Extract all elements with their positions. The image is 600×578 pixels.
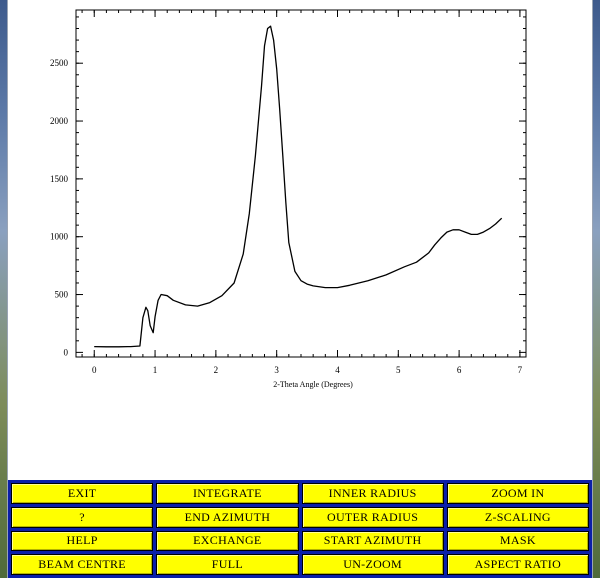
z-scaling-button[interactable]: Z-SCALING: [446, 506, 589, 528]
plot-frame: [75, 9, 527, 358]
zoom-in-button[interactable]: ZOOM IN: [446, 483, 589, 504]
x-tick-label: 7: [518, 365, 523, 375]
y-tick-label: 1000: [50, 232, 69, 242]
x-tick-label: 2: [214, 365, 219, 375]
x-tick-label: 6: [457, 365, 462, 375]
y-tick-label: 500: [55, 290, 69, 300]
button-panel: EXIT INTEGRATE INNER RADIUS ZOOM IN ? EN…: [8, 480, 592, 578]
outer-radius-button[interactable]: OUTER RADIUS: [301, 506, 444, 528]
y-tick-label: 0: [64, 347, 69, 357]
y-tick-label: 1500: [50, 174, 69, 184]
x-tick-label: 0: [92, 365, 97, 375]
mask-button[interactable]: MASK: [446, 530, 589, 552]
y-tick-label: 2000: [50, 116, 69, 126]
x-tick-label: 5: [396, 365, 401, 375]
data-series-line: [94, 25, 503, 348]
end-azimuth-button[interactable]: END AZIMUTH: [156, 506, 299, 528]
aspect-ratio-button[interactable]: ASPECT RATIO: [446, 554, 589, 575]
x-tick-label: 1: [153, 365, 158, 375]
x-tick-label: 4: [335, 365, 340, 375]
inner-radius-button[interactable]: INNER RADIUS: [301, 483, 444, 504]
help-button[interactable]: HELP: [11, 530, 154, 552]
exit-button[interactable]: EXIT: [11, 483, 154, 504]
full-button[interactable]: FULL: [156, 554, 299, 575]
y-tick-label: 2500: [50, 58, 69, 68]
question-button[interactable]: ?: [11, 506, 154, 528]
beam-centre-button[interactable]: BEAM CENTRE: [11, 554, 154, 575]
start-azimuth-button[interactable]: START AZIMUTH: [301, 530, 444, 552]
exchange-button[interactable]: EXCHANGE: [156, 530, 299, 552]
x-axis-label: 2-Theta Angle (Degrees): [273, 380, 353, 389]
plot-window: 0 1 2 3 4 5 6 7 0 500 1000 1500 2000 2500 2-Theta Angl…: [8, 0, 592, 578]
powder-pattern-plot: 0 1 2 3 4 5 6 7 0 500 1000 1500 2000 2500 2-Theta Angl…: [50, 9, 527, 389]
un-zoom-button[interactable]: UN-ZOOM: [301, 554, 444, 575]
x-tick-label: 3: [274, 365, 279, 375]
integrate-button[interactable]: INTEGRATE: [156, 483, 299, 504]
